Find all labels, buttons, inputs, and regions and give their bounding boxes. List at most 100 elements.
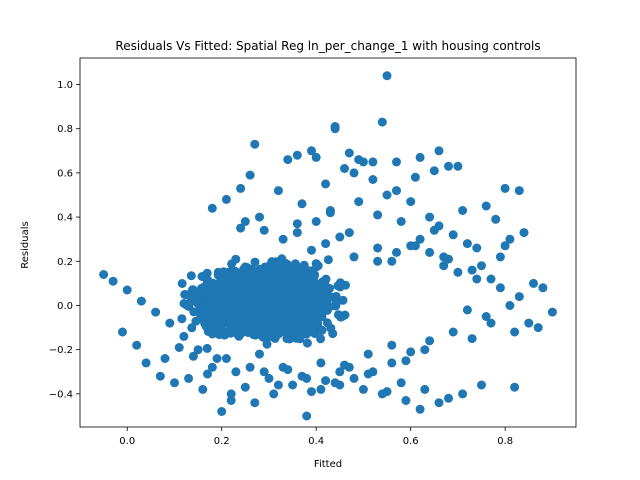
- data-point: [249, 266, 259, 276]
- data-point: [275, 308, 285, 318]
- data-point: [317, 300, 327, 310]
- data-point: [245, 170, 255, 180]
- data-point: [250, 398, 260, 408]
- y-tick-label: 0.6: [57, 168, 73, 179]
- data-point: [340, 360, 349, 370]
- data-point: [514, 292, 524, 302]
- data-point: [373, 256, 383, 266]
- data-point: [228, 283, 237, 293]
- data-point: [297, 371, 307, 381]
- data-point: [240, 217, 250, 226]
- data-point: [186, 271, 196, 281]
- data-point: [340, 164, 349, 173]
- data-point: [377, 117, 387, 127]
- data-point: [141, 358, 151, 368]
- data-point: [259, 367, 269, 377]
- data-point: [203, 369, 212, 379]
- data-point: [262, 339, 272, 349]
- data-point: [406, 347, 416, 357]
- data-point: [283, 155, 293, 165]
- data-point: [307, 146, 316, 156]
- data-point: [257, 308, 266, 318]
- data-point: [472, 274, 482, 284]
- y-tick-label: 0.2: [57, 257, 73, 268]
- x-tick-label: 0.4: [308, 436, 324, 447]
- points-layer: [99, 71, 557, 421]
- data-point: [311, 152, 321, 162]
- data-point: [270, 333, 280, 343]
- data-point: [136, 296, 146, 306]
- data-point: [221, 354, 231, 363]
- data-point: [132, 340, 142, 350]
- data-point: [245, 285, 255, 295]
- data-point: [264, 373, 274, 383]
- data-point: [278, 234, 288, 244]
- data-point: [321, 239, 331, 249]
- data-point: [242, 295, 252, 305]
- data-point: [444, 254, 453, 264]
- data-point: [415, 234, 425, 244]
- data-point: [272, 268, 282, 278]
- data-point: [382, 387, 392, 397]
- data-point: [425, 212, 435, 222]
- data-point: [267, 281, 276, 291]
- data-point: [533, 323, 543, 333]
- data-point: [519, 228, 529, 238]
- data-point: [317, 312, 327, 322]
- data-point: [349, 168, 359, 178]
- y-tick-label: 0.4: [57, 213, 73, 224]
- data-point: [354, 197, 364, 207]
- data-point: [300, 269, 310, 279]
- data-point: [304, 316, 314, 326]
- data-point: [330, 124, 340, 134]
- x-tick-label: 0.0: [119, 436, 135, 447]
- data-point: [160, 354, 170, 363]
- data-point: [510, 382, 520, 392]
- data-point: [207, 362, 217, 372]
- data-point: [297, 309, 307, 319]
- data-point: [155, 371, 165, 381]
- data-point: [458, 389, 468, 399]
- data-point: [206, 325, 216, 335]
- data-point: [358, 384, 368, 394]
- data-point: [467, 265, 477, 275]
- data-point: [524, 318, 534, 328]
- data-point: [491, 214, 501, 224]
- data-point: [406, 197, 416, 207]
- data-point: [255, 349, 264, 359]
- data-point: [538, 283, 548, 293]
- data-point: [274, 300, 283, 310]
- data-point: [278, 278, 288, 288]
- data-point: [325, 208, 335, 218]
- data-point: [392, 157, 401, 167]
- data-point: [250, 257, 260, 267]
- data-point: [216, 276, 226, 286]
- y-tick-label: 0.0: [57, 301, 73, 312]
- data-point: [396, 217, 406, 226]
- data-point: [453, 161, 463, 171]
- data-point: [207, 203, 217, 213]
- data-point: [255, 212, 264, 222]
- data-point: [165, 318, 175, 328]
- data-point: [236, 307, 246, 317]
- data-point: [444, 393, 453, 403]
- data-point: [373, 243, 383, 253]
- data-point: [227, 259, 237, 269]
- data-point: [250, 328, 260, 338]
- data-point: [226, 274, 236, 284]
- data-point: [341, 280, 350, 290]
- data-point: [287, 284, 297, 294]
- data-point: [292, 219, 302, 229]
- data-point: [382, 190, 392, 200]
- data-point: [179, 331, 189, 341]
- data-point: [387, 358, 397, 368]
- data-point: [415, 152, 425, 162]
- data-point: [217, 407, 227, 416]
- data-point: [448, 230, 458, 240]
- data-point: [514, 186, 524, 196]
- x-axis-title: Fitted: [314, 459, 342, 470]
- data-point: [495, 252, 505, 262]
- data-point: [269, 389, 279, 399]
